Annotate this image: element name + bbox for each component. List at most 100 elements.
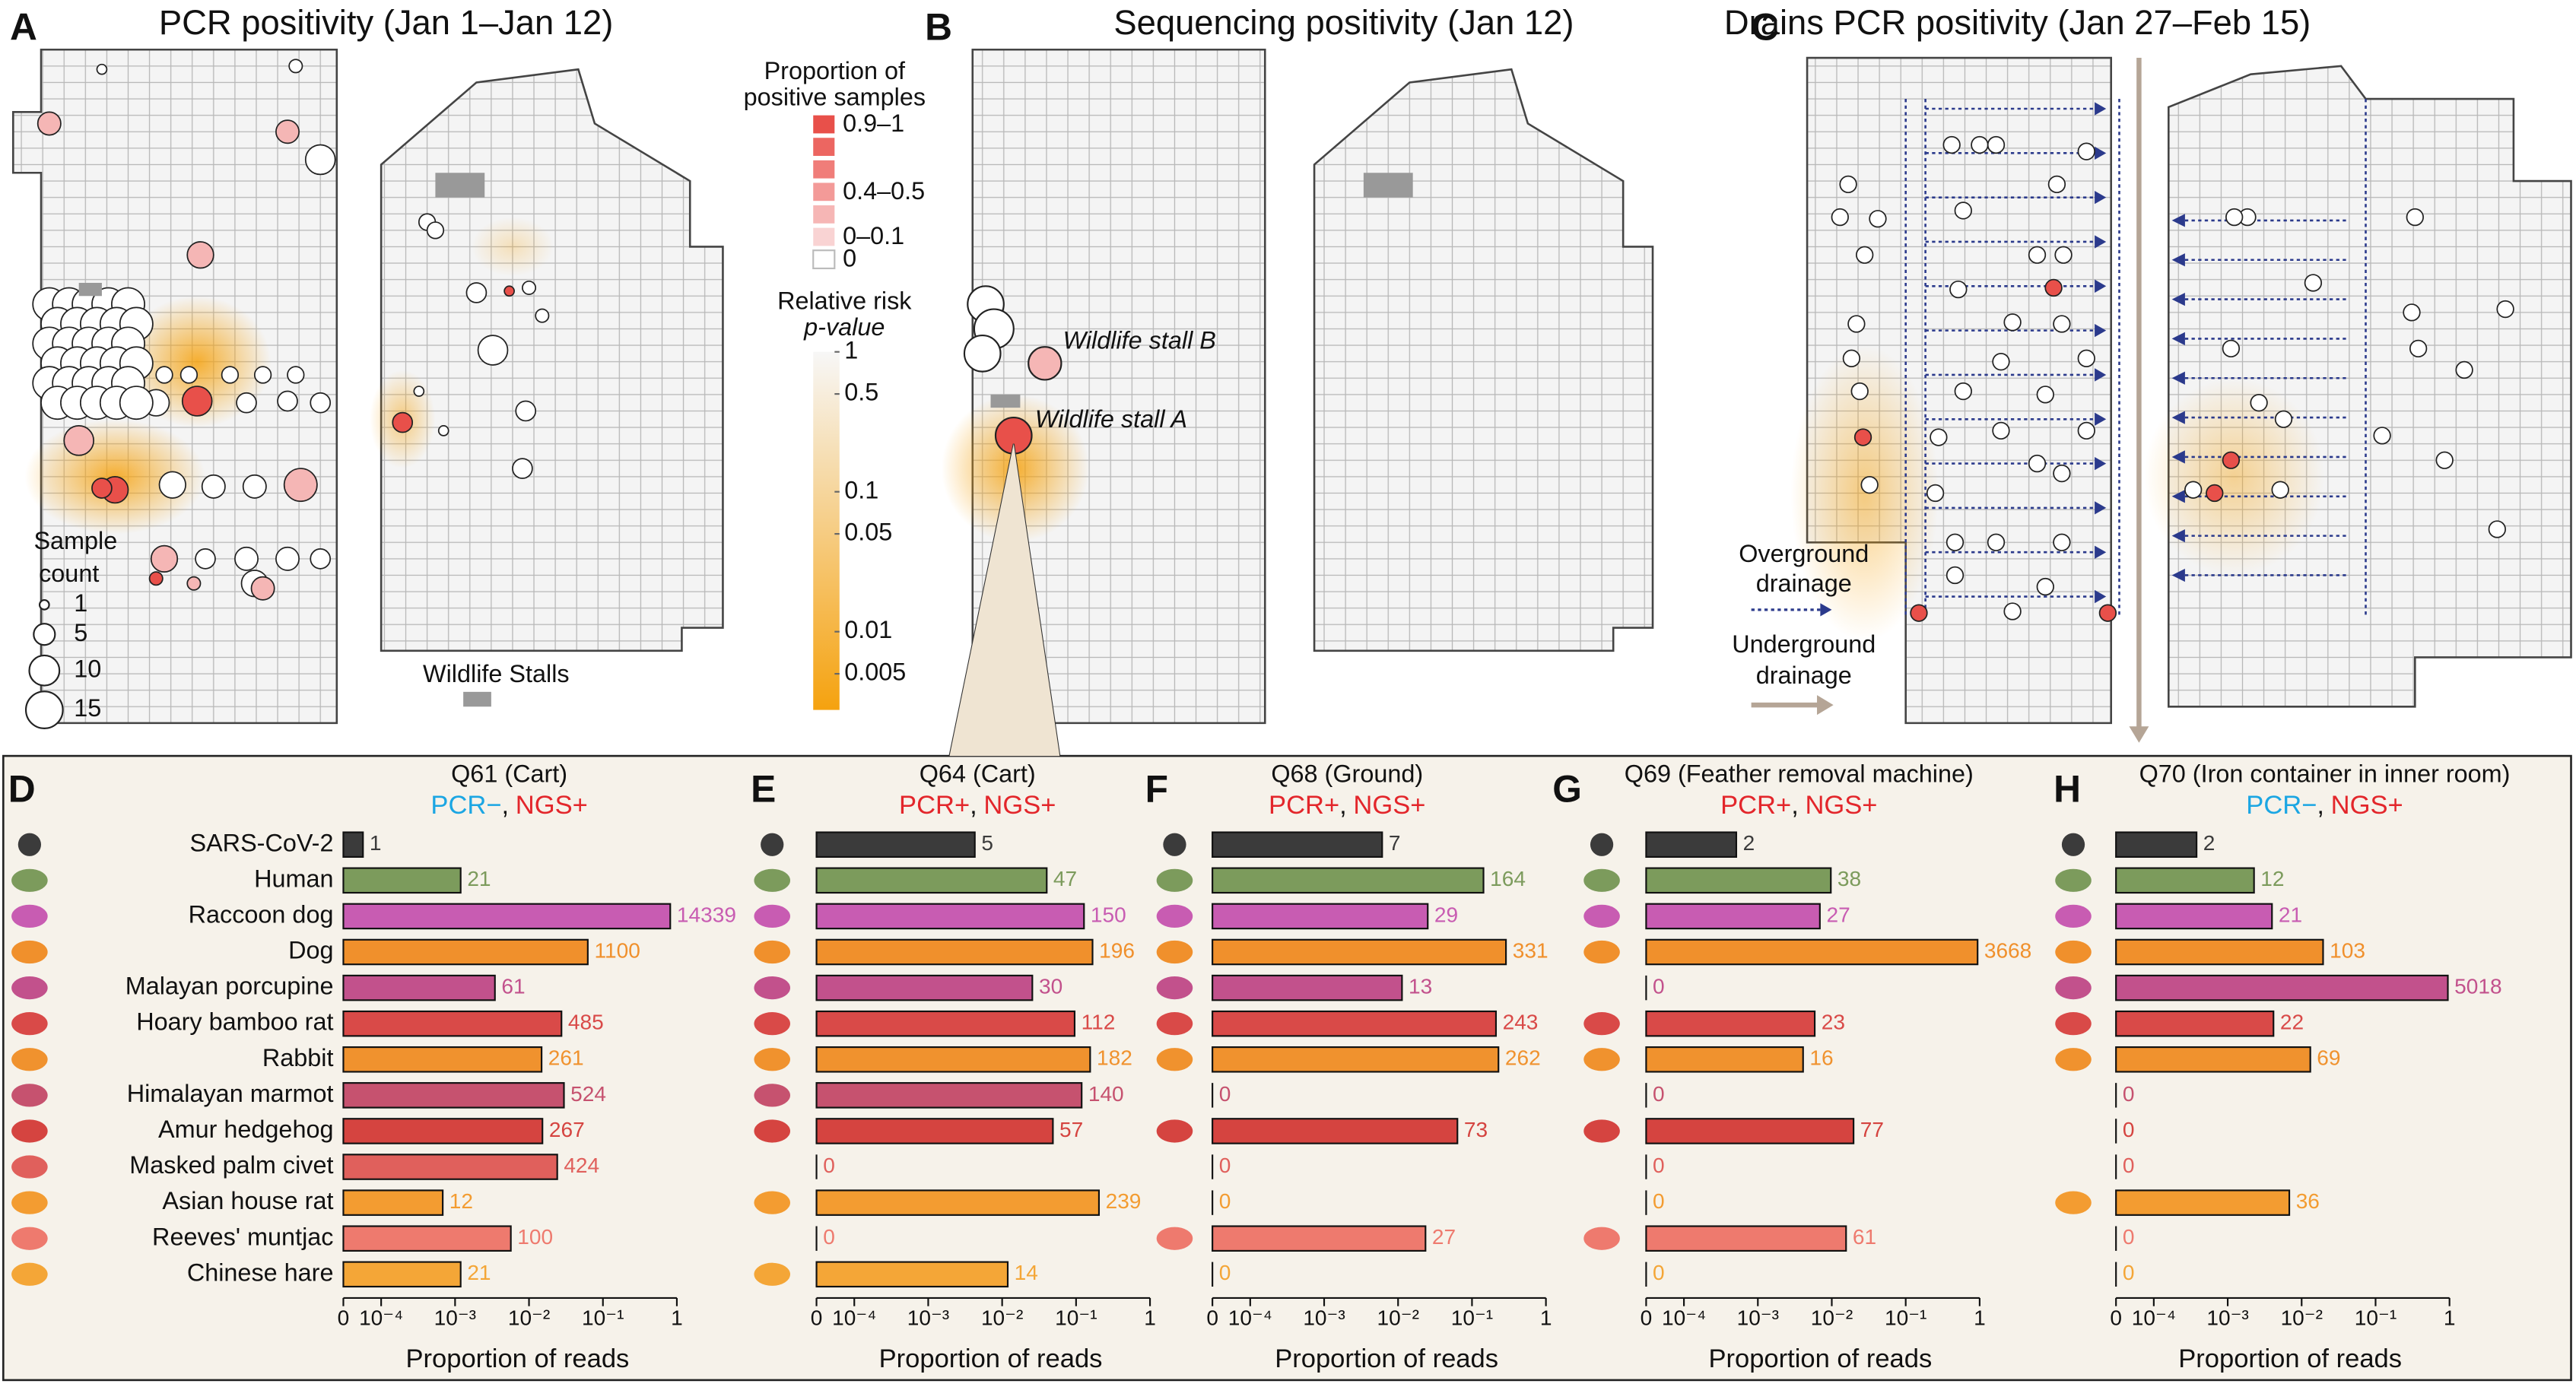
arrow-head bbox=[2095, 501, 2107, 515]
arrow-head bbox=[2095, 545, 2107, 559]
animal-icon bbox=[2061, 833, 2085, 856]
sample-circle bbox=[253, 366, 272, 384]
sample-circle bbox=[288, 59, 303, 74]
sample-circle bbox=[221, 366, 240, 384]
value-label: 12 bbox=[2260, 867, 2284, 890]
x-tick-label: 1 bbox=[1144, 1306, 1156, 1329]
bar bbox=[1212, 1046, 1500, 1073]
animal-icon bbox=[1156, 976, 1193, 1000]
animal-icon bbox=[1156, 940, 1193, 964]
risk-tick-label: 0.05 bbox=[844, 519, 892, 546]
subtitle-part: , bbox=[1339, 791, 1347, 820]
subtitle-part: PCR+ bbox=[1720, 791, 1791, 820]
value-label: 485 bbox=[568, 1011, 604, 1034]
risk-tick-label: 0.5 bbox=[844, 379, 878, 406]
swatch bbox=[812, 249, 836, 270]
count-key bbox=[33, 623, 56, 646]
bar bbox=[2115, 903, 2273, 930]
panel-letter: A bbox=[10, 5, 37, 48]
x-axis-label: Proportion of reads bbox=[1275, 1344, 1498, 1373]
subtitle-part: , bbox=[1791, 791, 1799, 820]
sample-circle bbox=[277, 390, 298, 412]
bar bbox=[2115, 974, 2449, 1001]
value-label: 57 bbox=[1059, 1118, 1083, 1141]
bar bbox=[1212, 1010, 1498, 1037]
x-tick-label: 10⁻² bbox=[981, 1306, 1023, 1329]
stall-label: Wildlife Stalls bbox=[423, 660, 570, 687]
proportion-legend: 0.9–1 0.4–0.5 0–0.10 bbox=[812, 110, 925, 272]
animal-icon bbox=[11, 1227, 48, 1250]
animal-icon bbox=[754, 904, 790, 928]
count-label: 10 bbox=[74, 655, 101, 682]
bar bbox=[815, 1010, 1076, 1037]
bar bbox=[2115, 1010, 2275, 1037]
swatch bbox=[813, 160, 835, 179]
bar bbox=[2115, 1189, 2291, 1216]
sample-circle bbox=[1942, 135, 1961, 154]
sample-circle bbox=[2028, 454, 2047, 473]
x-axis-label: Proportion of reads bbox=[406, 1344, 630, 1373]
risk-ticks: 1 0.5 0.1 0.05 0.01 0.005 bbox=[834, 336, 906, 686]
x-tick-label: 10⁻² bbox=[508, 1306, 550, 1329]
animal-icon bbox=[1583, 904, 1620, 928]
sample-circle bbox=[2054, 246, 2073, 264]
sample-circle bbox=[1839, 175, 1857, 194]
market-building bbox=[380, 68, 724, 652]
value-label: 239 bbox=[1106, 1189, 1142, 1213]
sample-circle bbox=[242, 474, 267, 499]
bar bbox=[342, 1154, 558, 1180]
arrow-head bbox=[2171, 292, 2185, 306]
value-label: 150 bbox=[1091, 903, 1126, 926]
bar bbox=[1212, 903, 1429, 930]
category-label: Asian house rat bbox=[162, 1187, 333, 1214]
value-label: 0 bbox=[1219, 1189, 1231, 1213]
value-label: 21 bbox=[467, 1261, 491, 1284]
bar bbox=[342, 1225, 512, 1252]
x-tick-label: 10⁻⁴ bbox=[1228, 1306, 1272, 1329]
bar bbox=[342, 1010, 563, 1037]
count-label: 15 bbox=[74, 694, 101, 722]
bar bbox=[1645, 1118, 1855, 1144]
sample-circle bbox=[2206, 484, 2224, 503]
x-tick-label: 10⁻⁴ bbox=[359, 1306, 403, 1329]
x-tick-label: 10⁻¹ bbox=[1451, 1306, 1493, 1329]
animal-icon bbox=[754, 1048, 790, 1071]
sample-circle bbox=[287, 366, 305, 384]
swatch-label: 0.4–0.5 bbox=[843, 177, 925, 205]
market-building bbox=[1313, 68, 1654, 652]
sample-circle bbox=[2435, 451, 2454, 469]
value-label: 36 bbox=[2296, 1189, 2320, 1213]
animal-icon bbox=[11, 1155, 48, 1179]
sample-circle bbox=[963, 335, 1002, 373]
stall-block bbox=[990, 394, 1021, 408]
arrow-head bbox=[2095, 323, 2107, 338]
x-tick-label: 10⁻¹ bbox=[1885, 1306, 1926, 1329]
sample-circle bbox=[2488, 520, 2506, 538]
animal-icon bbox=[2055, 976, 2092, 1000]
sample-circle bbox=[2304, 274, 2323, 292]
callout bbox=[949, 443, 1060, 757]
sample-circle bbox=[1856, 246, 1874, 264]
animal-icon bbox=[17, 833, 42, 856]
chart-title: Q69 (Feather removal machine) bbox=[1625, 760, 1974, 788]
value-label: 61 bbox=[501, 975, 525, 998]
stall-block bbox=[78, 282, 102, 297]
sample-circle bbox=[2222, 451, 2241, 469]
animal-icon bbox=[1583, 1119, 1620, 1143]
value-label: 0 bbox=[1653, 1261, 1665, 1284]
sample-circle bbox=[392, 411, 414, 433]
subtitle-part: PCR− bbox=[430, 791, 501, 820]
legend-title: Sample bbox=[33, 527, 117, 554]
value-label: 30 bbox=[1039, 975, 1062, 998]
animal-icon bbox=[1590, 833, 1614, 856]
panel-letter: B bbox=[925, 5, 952, 48]
sample-circle bbox=[1954, 382, 1972, 401]
value-label: 29 bbox=[1434, 903, 1458, 926]
legend-label: drainage bbox=[1756, 662, 1852, 689]
x-axis-label: Proportion of reads bbox=[879, 1344, 1103, 1373]
value-label: 424 bbox=[564, 1154, 599, 1177]
x-tick-label: 10⁻³ bbox=[434, 1306, 476, 1329]
swatch bbox=[813, 182, 835, 202]
